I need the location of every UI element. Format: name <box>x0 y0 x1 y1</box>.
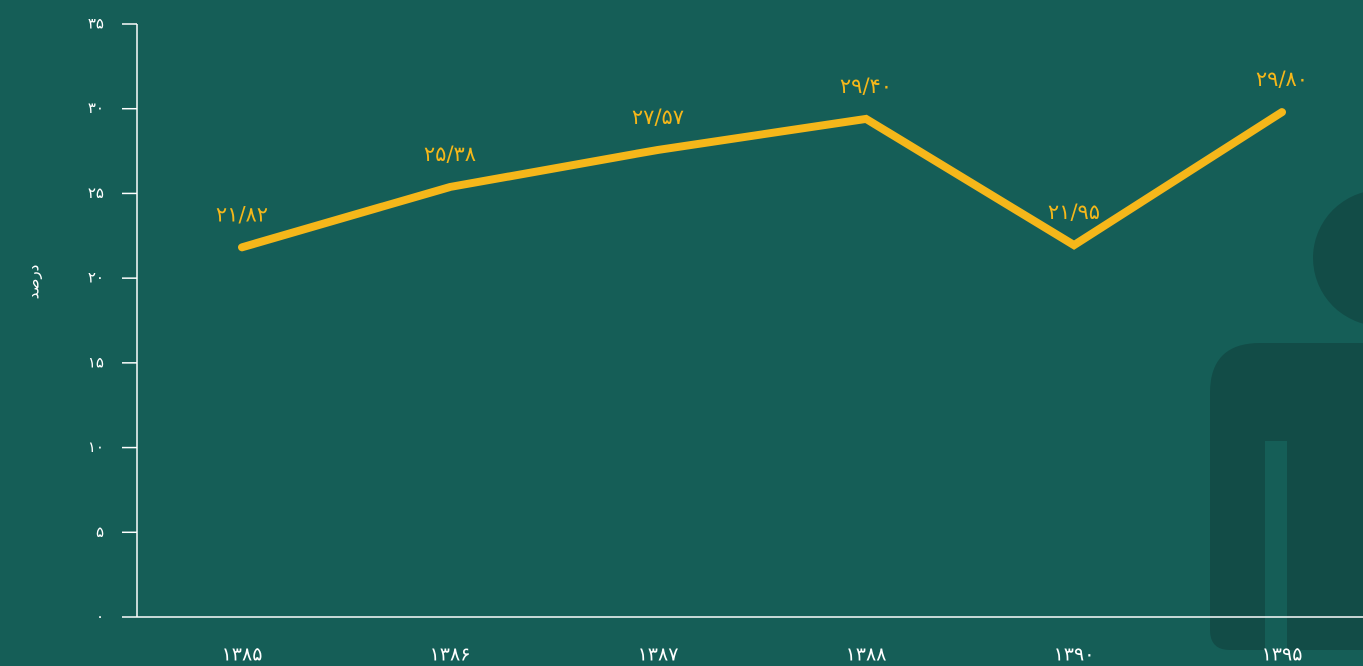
x-tick-label: ۱۳۸۵ <box>222 644 263 666</box>
value-label: ۲۹/۴۰ <box>840 74 892 98</box>
data-line <box>238 108 1286 252</box>
y-tick-label: ۲۰ <box>88 269 104 287</box>
x-tick-label: ۱۳۸۷ <box>638 644 679 666</box>
value-label: ۲۱/۸۲ <box>216 202 268 226</box>
value-label: ۲۹/۸۰ <box>1256 67 1308 91</box>
y-tick-label: ۱۰ <box>88 438 104 456</box>
person-icon <box>1210 192 1363 666</box>
x-tick-label: ۱۳۹۰ <box>1054 644 1095 666</box>
y-tick-label: ۰ <box>96 608 104 626</box>
y-tick-label: ۵ <box>96 523 104 541</box>
y-axis-label: درصد <box>25 265 43 300</box>
icon-head <box>1313 192 1363 324</box>
icon-gap <box>1265 441 1287 666</box>
y-tick-label: ۲۵ <box>88 184 104 202</box>
x-tick-label: ۱۳۹۵ <box>1262 644 1303 666</box>
x-tick-label: ۱۳۸۶ <box>430 644 471 666</box>
value-label: ۲۷/۵۷ <box>632 105 684 129</box>
value-label: ۲۵/۳۸ <box>424 142 476 166</box>
y-tick-label: ۱۵ <box>88 353 104 371</box>
y-tick-label: ۳۰ <box>88 99 104 117</box>
value-label: ۲۱/۹۵ <box>1048 200 1100 224</box>
y-tick-label: ۳۵ <box>88 15 104 33</box>
x-tick-label: ۱۳۸۸ <box>846 644 887 666</box>
